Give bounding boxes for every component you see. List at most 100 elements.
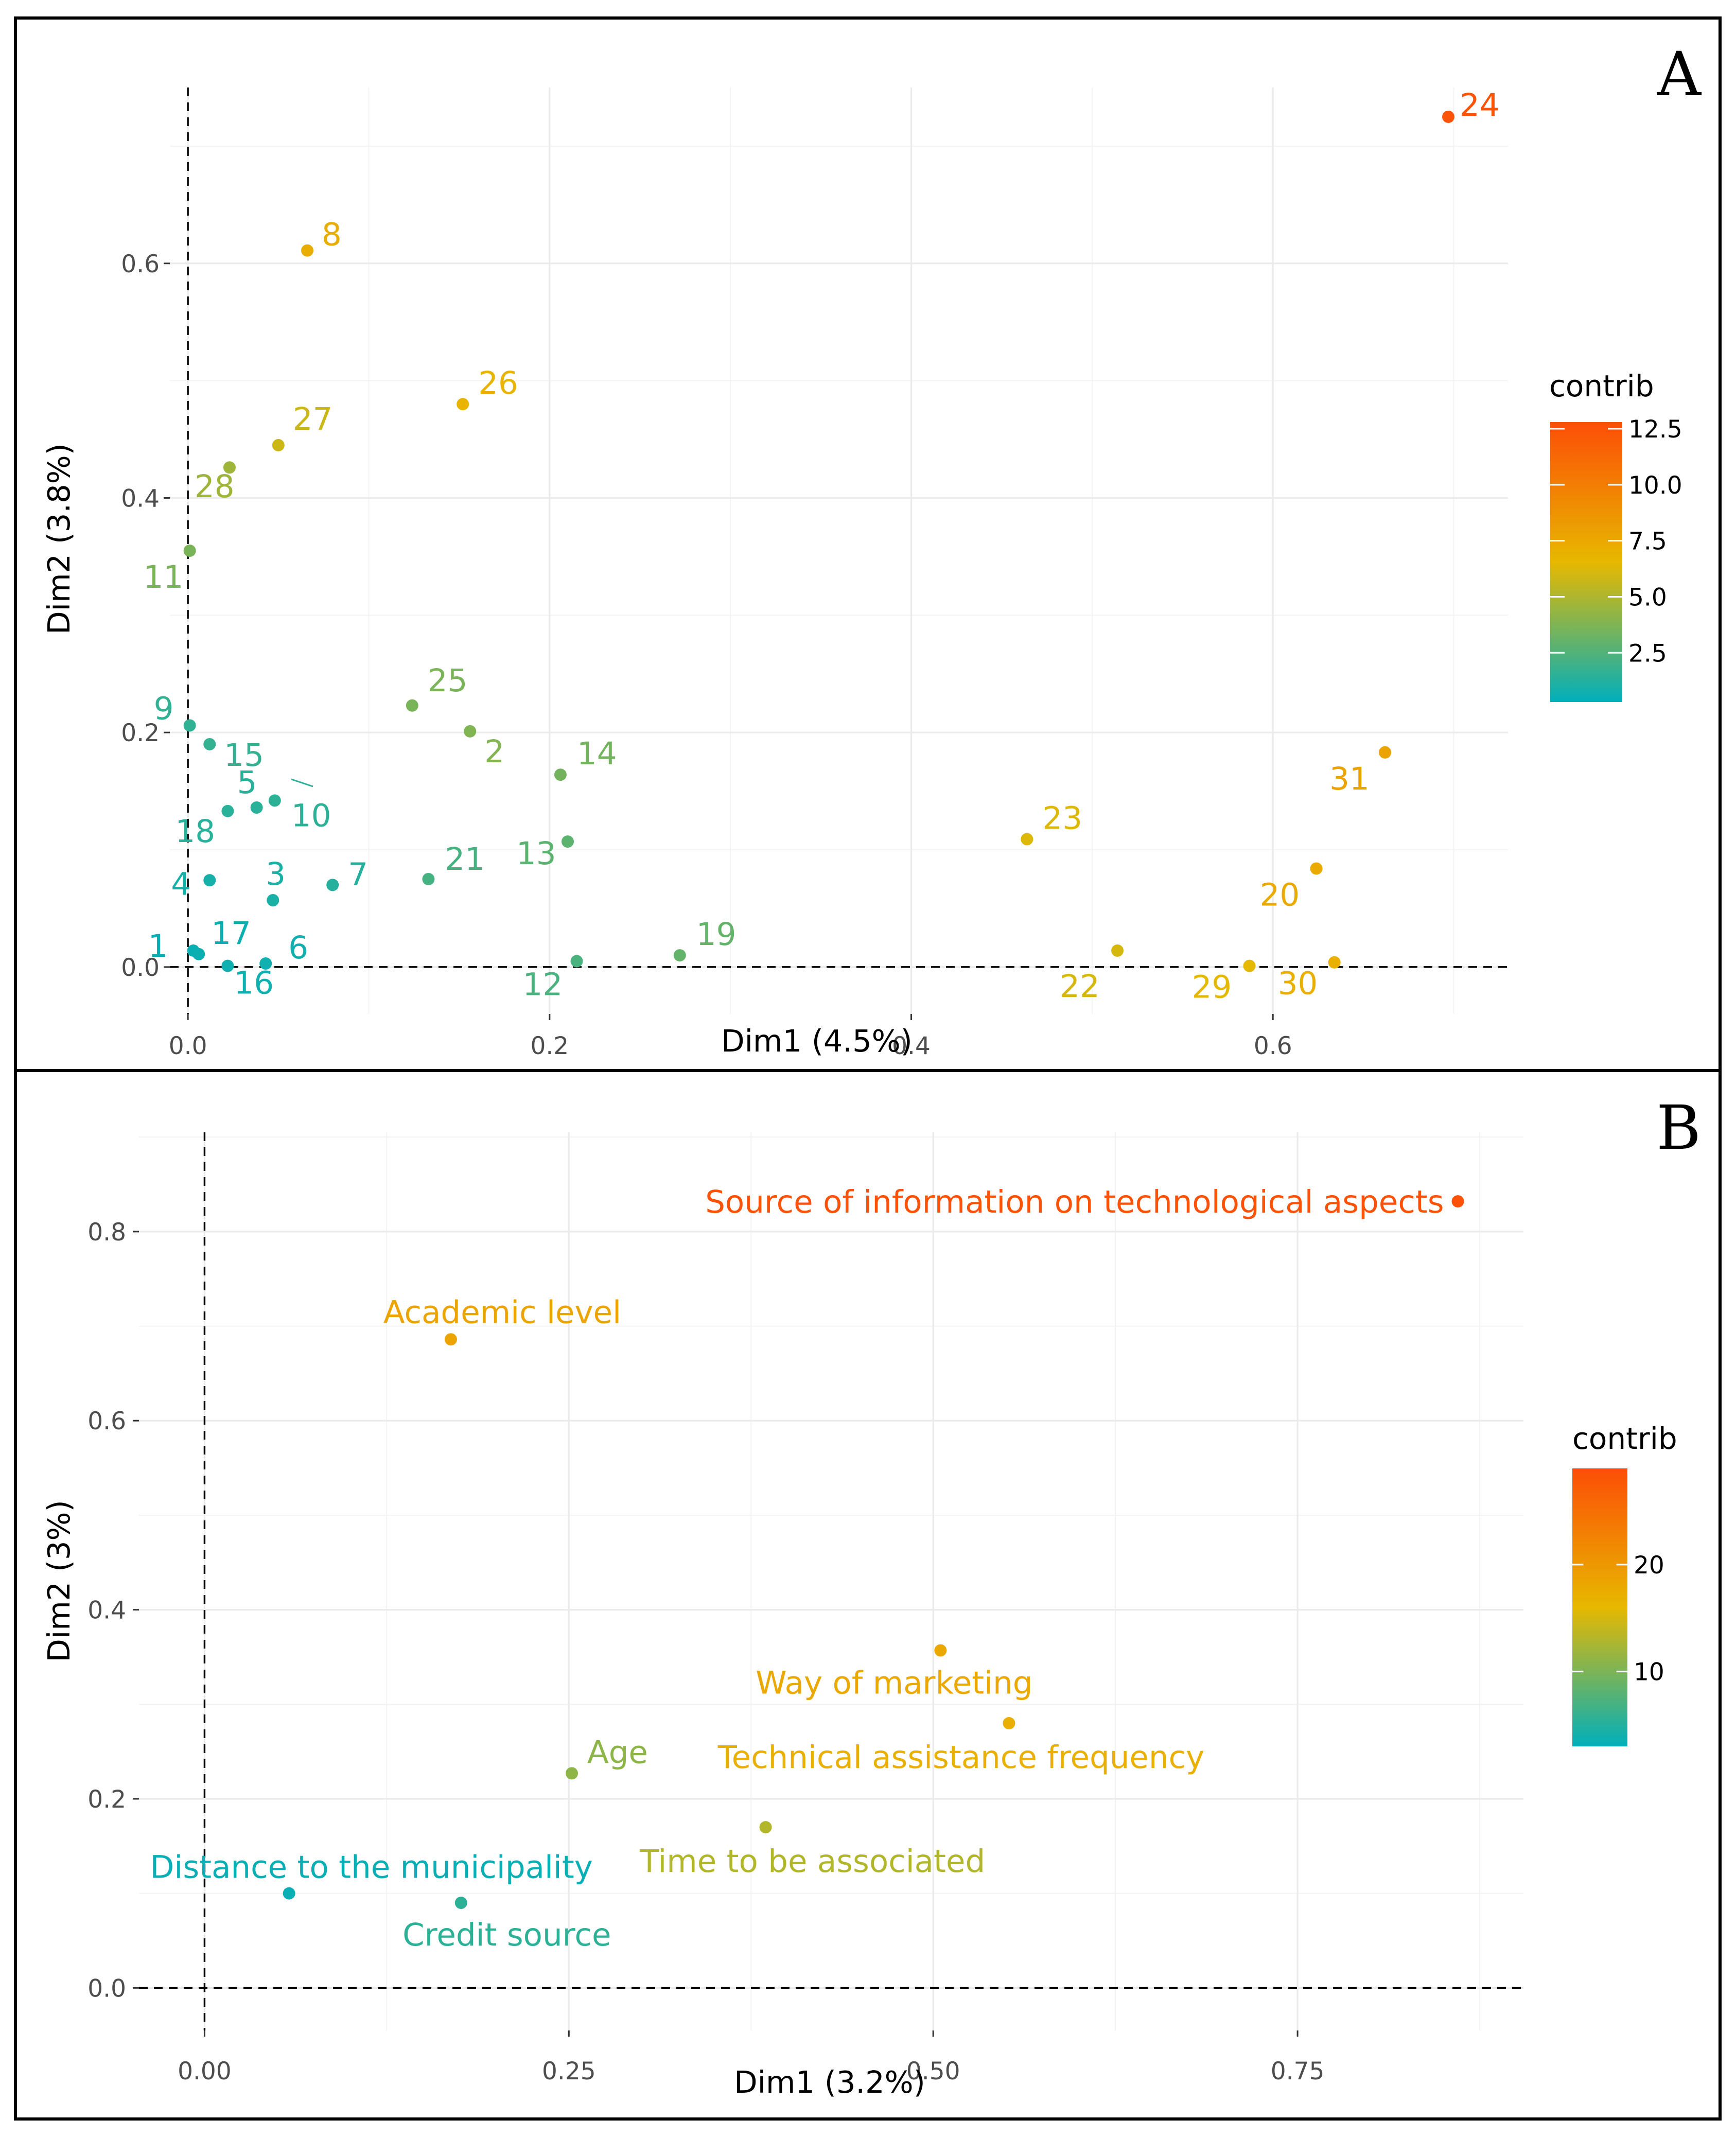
legend-a: contrib 2.5 5.0 7.5 10.0 12.5 bbox=[1549, 369, 1682, 702]
point-labels-a: 24 8 26 27 28 11 25 2 14 9 15 18 5 10 13 21 7 4 3 23 31 20 22 2… bbox=[144, 87, 1500, 1006]
panel-b: B 0.00 0.25 0.50 0.75 0.0 0.2 0.4 0.6 0.8 Sourc… bbox=[14, 1069, 1722, 2121]
data-point-label: Distance to the municipality bbox=[150, 1849, 592, 1886]
panel-b-frame bbox=[14, 1069, 1722, 2121]
legend-title-a: contrib bbox=[1549, 369, 1654, 404]
data-point-label: 27 bbox=[293, 401, 333, 437]
data-point-label: 9 bbox=[154, 690, 174, 727]
x-tick-label: 0.75 bbox=[1271, 2057, 1325, 2086]
data-point bbox=[203, 738, 216, 750]
data-point-label: 3 bbox=[266, 856, 286, 892]
data-point-label: 29 bbox=[1192, 969, 1232, 1006]
plot-area-a bbox=[170, 87, 1508, 1014]
data-point-label: Way of marketing bbox=[756, 1665, 1032, 1702]
colorbar-b bbox=[1572, 1468, 1627, 1746]
data-point bbox=[554, 768, 567, 781]
colorbar-tick-label: 5.0 bbox=[1628, 583, 1667, 611]
x-tick-label: 0.6 bbox=[1254, 1032, 1292, 1060]
data-point-label: 28 bbox=[195, 468, 235, 505]
data-point bbox=[259, 957, 272, 970]
y-tick-label: 0.0 bbox=[87, 1974, 126, 2003]
data-point bbox=[561, 835, 574, 848]
x-tick-label: 0.25 bbox=[542, 2057, 596, 2086]
x-tick-label: 0.2 bbox=[530, 1032, 569, 1060]
data-point-label: 26 bbox=[478, 365, 518, 401]
y-tick-label: 0.8 bbox=[87, 1218, 126, 1247]
data-point bbox=[203, 874, 216, 887]
data-point-label: Credit source bbox=[402, 1917, 611, 1953]
data-point bbox=[221, 804, 234, 817]
data-point-label: 30 bbox=[1278, 966, 1318, 1002]
data-point-label: 12 bbox=[523, 966, 563, 1003]
y-axis-title-a: Dim2 (3.8%) bbox=[41, 443, 77, 635]
data-point bbox=[1003, 1717, 1015, 1730]
data-point-label: 25 bbox=[428, 662, 468, 699]
x-tick-label: 0.0 bbox=[169, 1032, 207, 1060]
data-point bbox=[444, 1333, 457, 1346]
colorbar-tick-label: 20 bbox=[1634, 1551, 1664, 1580]
data-point bbox=[1243, 959, 1256, 972]
data-point-label: 21 bbox=[445, 841, 485, 878]
data-point bbox=[183, 545, 196, 557]
data-point bbox=[1328, 956, 1341, 969]
data-point-label: 19 bbox=[696, 916, 737, 953]
y-axis-ticks-b: 0.0 0.2 0.4 0.6 0.8 bbox=[87, 1218, 139, 2003]
data-point-label: Time to be associated bbox=[639, 1843, 985, 1880]
x-axis-ticks-a: 0.0 0.2 0.4 0.6 bbox=[169, 1014, 1292, 1060]
data-point-label: 1 bbox=[148, 928, 168, 965]
colorbar-ticks-b: 10 20 bbox=[1572, 1551, 1664, 1687]
data-point-label: 22 bbox=[1060, 968, 1100, 1005]
data-point-label: 8 bbox=[322, 217, 342, 253]
data-point bbox=[457, 398, 469, 411]
data-point-label: 14 bbox=[577, 735, 617, 772]
y-tick-label: 0.2 bbox=[87, 1785, 126, 1814]
y-tick-label: 0.6 bbox=[87, 1407, 126, 1435]
data-point-label: 16 bbox=[234, 965, 274, 1002]
data-point bbox=[268, 794, 281, 807]
data-point bbox=[1451, 1195, 1464, 1208]
data-point bbox=[192, 948, 205, 960]
data-point-label: 7 bbox=[348, 856, 368, 892]
data-point bbox=[406, 699, 418, 712]
data-point bbox=[283, 1887, 295, 1900]
data-point bbox=[326, 879, 339, 891]
data-point-label: Age bbox=[587, 1734, 648, 1771]
colorbar-tick-label: 7.5 bbox=[1628, 528, 1667, 556]
x-axis-ticks-b: 0.00 0.25 0.50 0.75 bbox=[178, 2030, 1324, 2086]
data-point-label: 13 bbox=[516, 835, 556, 872]
point-labels-b: Source of information on technological a… bbox=[150, 1184, 1444, 1953]
panel-a-letter: A bbox=[1657, 39, 1702, 110]
legend-title-b: contrib bbox=[1572, 1421, 1677, 1456]
data-point bbox=[464, 725, 477, 738]
data-point-label: Source of information on technological a… bbox=[705, 1184, 1444, 1220]
y-tick-label: 0.6 bbox=[121, 250, 160, 278]
data-point-label: 11 bbox=[144, 559, 184, 595]
colorbar-tick-label: 10 bbox=[1634, 1658, 1664, 1687]
x-axis-title-b: Dim1 (3.2%) bbox=[734, 2064, 925, 2100]
data-point-label: 20 bbox=[1260, 877, 1300, 913]
legend-b: contrib 10 20 bbox=[1572, 1421, 1677, 1746]
grid-minor-b bbox=[139, 1132, 1523, 2030]
data-point-label: Academic level bbox=[383, 1294, 621, 1330]
colorbar-a bbox=[1550, 422, 1622, 702]
panel-b-letter: B bbox=[1656, 1092, 1701, 1163]
data-point bbox=[267, 894, 279, 906]
colorbar-tick-label: 10.0 bbox=[1628, 471, 1682, 500]
y-tick-label: 0.0 bbox=[121, 954, 160, 982]
data-point bbox=[934, 1644, 947, 1657]
data-point bbox=[272, 439, 285, 451]
colorbar-tick-label: 12.5 bbox=[1628, 415, 1682, 444]
grid-minor-a bbox=[170, 87, 1508, 1014]
y-axis-ticks-a: 0.0 0.2 0.4 0.6 bbox=[121, 250, 170, 982]
data-point bbox=[565, 1767, 578, 1780]
data-point-label: 31 bbox=[1329, 761, 1370, 797]
data-point bbox=[570, 955, 583, 968]
label-leader-line bbox=[291, 778, 313, 787]
plot-area-b bbox=[139, 1132, 1523, 2030]
data-point bbox=[1379, 746, 1392, 759]
data-point bbox=[1021, 833, 1033, 846]
data-point bbox=[454, 1897, 467, 1910]
data-point bbox=[1111, 944, 1124, 957]
colorbar-tick-label: 2.5 bbox=[1628, 639, 1667, 668]
data-point-label: 15 bbox=[224, 737, 264, 774]
